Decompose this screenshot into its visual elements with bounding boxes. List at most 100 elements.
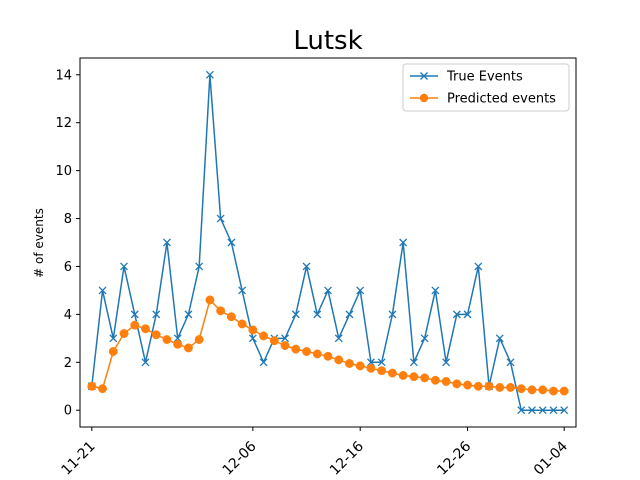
true-events-point: [324, 286, 332, 295]
x-tick-label: 01-04: [531, 438, 571, 478]
y-tick-label: 6: [64, 260, 72, 275]
predicted-events-point: [377, 366, 387, 376]
y-tick-label: 14: [55, 68, 72, 83]
true-events-point: [227, 238, 236, 247]
true-events-point: [281, 334, 290, 343]
predicted-events-point: [108, 347, 118, 356]
predicted-events-point: [473, 381, 483, 391]
y-tick-label: 10: [55, 164, 72, 179]
predicted-events-point: [269, 336, 279, 346]
predicted-events-point: [162, 335, 172, 344]
true-events-point: [463, 310, 472, 319]
plot-area: 0 2 4 6 8 10 12 14 11-21 12-06 12-16 12-26 01-04: [55, 57, 577, 479]
predicted-events-point: [237, 319, 247, 329]
predicted-events-point: [216, 306, 226, 316]
true-events-point: [334, 334, 343, 343]
predicted-events-point: [226, 312, 236, 322]
predicted-events-point: [173, 339, 183, 349]
predicted-events-point: [141, 324, 150, 334]
y-tick-label: 12: [55, 116, 72, 131]
predicted-events-point: [259, 331, 269, 341]
true-events-point: [195, 262, 204, 271]
true-events-point: [152, 310, 161, 319]
predicted-events-point: [366, 363, 376, 373]
predicted-events-point: [345, 359, 354, 368]
predicted-events-point: [387, 368, 397, 378]
true-events-point: [291, 310, 300, 319]
true-events-point: [141, 358, 150, 367]
true-events-point: [528, 406, 536, 415]
predicted-events-point: [441, 377, 451, 386]
predicted-events-point: [495, 383, 505, 392]
predicted-events-point: [538, 385, 548, 395]
predicted-events-point: [506, 383, 515, 392]
predicted-events-point: [130, 320, 140, 330]
predicted-events-point: [248, 325, 258, 335]
predicted-events-point: [312, 349, 322, 359]
predicted-events-point: [291, 344, 301, 354]
axes-frame: [79, 57, 577, 428]
predicted-events-point: [302, 347, 311, 356]
true-events-point: [420, 334, 429, 343]
predicted-events-point: [323, 351, 333, 361]
chart-title: Lutsk: [293, 26, 362, 56]
true-events-point: [120, 262, 128, 271]
true-events-point: [216, 214, 225, 223]
true-events-point: [205, 70, 214, 79]
true-events-point: [163, 238, 171, 247]
true-events-point: [130, 310, 139, 319]
legend-label: Predicted events: [447, 92, 556, 107]
predicted-events-point: [549, 386, 558, 396]
predicted-events-point: [430, 375, 440, 385]
y-axis-label: # of events: [32, 208, 46, 278]
true-events-point: [345, 310, 354, 319]
true-events-point: [474, 262, 483, 271]
legend-box: [402, 63, 570, 112]
true-events-point: [517, 406, 526, 415]
true-events-point: [431, 286, 440, 295]
predicted-events-point: [355, 361, 365, 371]
predicted-events-point: [484, 381, 494, 391]
true-events-point: [238, 286, 247, 295]
legend: True Events Predicted events: [402, 63, 570, 112]
y-tick-label: 0: [64, 404, 72, 419]
predicted-events-point: [398, 371, 408, 380]
legend-item-predicted-events: Predicted events: [410, 92, 556, 107]
true-events-point: [248, 334, 257, 343]
true-events-point: [452, 310, 461, 319]
true-events-point: [399, 238, 408, 247]
legend-label: True Events: [446, 70, 523, 85]
predicted-events-point: [87, 381, 97, 391]
predicted-events-point: [280, 341, 290, 350]
predicted-events-point: [516, 384, 526, 394]
predicted-events-point: [98, 384, 107, 394]
predicted-events-point: [205, 295, 215, 305]
predicted-events-point: [151, 330, 161, 340]
true-events-point: [549, 406, 558, 415]
predicted-events-point: [334, 355, 344, 365]
true-events-point: [377, 358, 386, 367]
y-tick-label: 2: [64, 356, 72, 371]
predicted-events-point: [420, 373, 430, 383]
legend-marker: [419, 93, 429, 103]
true-events-point: [560, 406, 569, 415]
predicted-events-point: [409, 372, 419, 382]
x-tick-label: 12-26: [434, 438, 474, 478]
predicted-events-point: [452, 379, 462, 389]
x-tick-label: 11-21: [59, 439, 99, 479]
predicted-events-point: [183, 343, 193, 353]
predicted-events-point: [527, 385, 537, 395]
true-events-point: [356, 286, 365, 295]
x-tick-label: 12-16: [327, 438, 367, 478]
legend-item-true-events: True Events: [410, 70, 523, 85]
predicted-events-point: [119, 329, 129, 339]
true-events-point: [109, 334, 118, 343]
true-events-point: [313, 310, 322, 319]
true-events-point: [98, 286, 107, 295]
predicted-events-line: [91, 299, 565, 392]
x-tick-label: 12-06: [220, 438, 260, 478]
true-events-point: [538, 406, 547, 415]
predicted-events-point: [463, 380, 473, 390]
true-events-point: [388, 310, 397, 319]
